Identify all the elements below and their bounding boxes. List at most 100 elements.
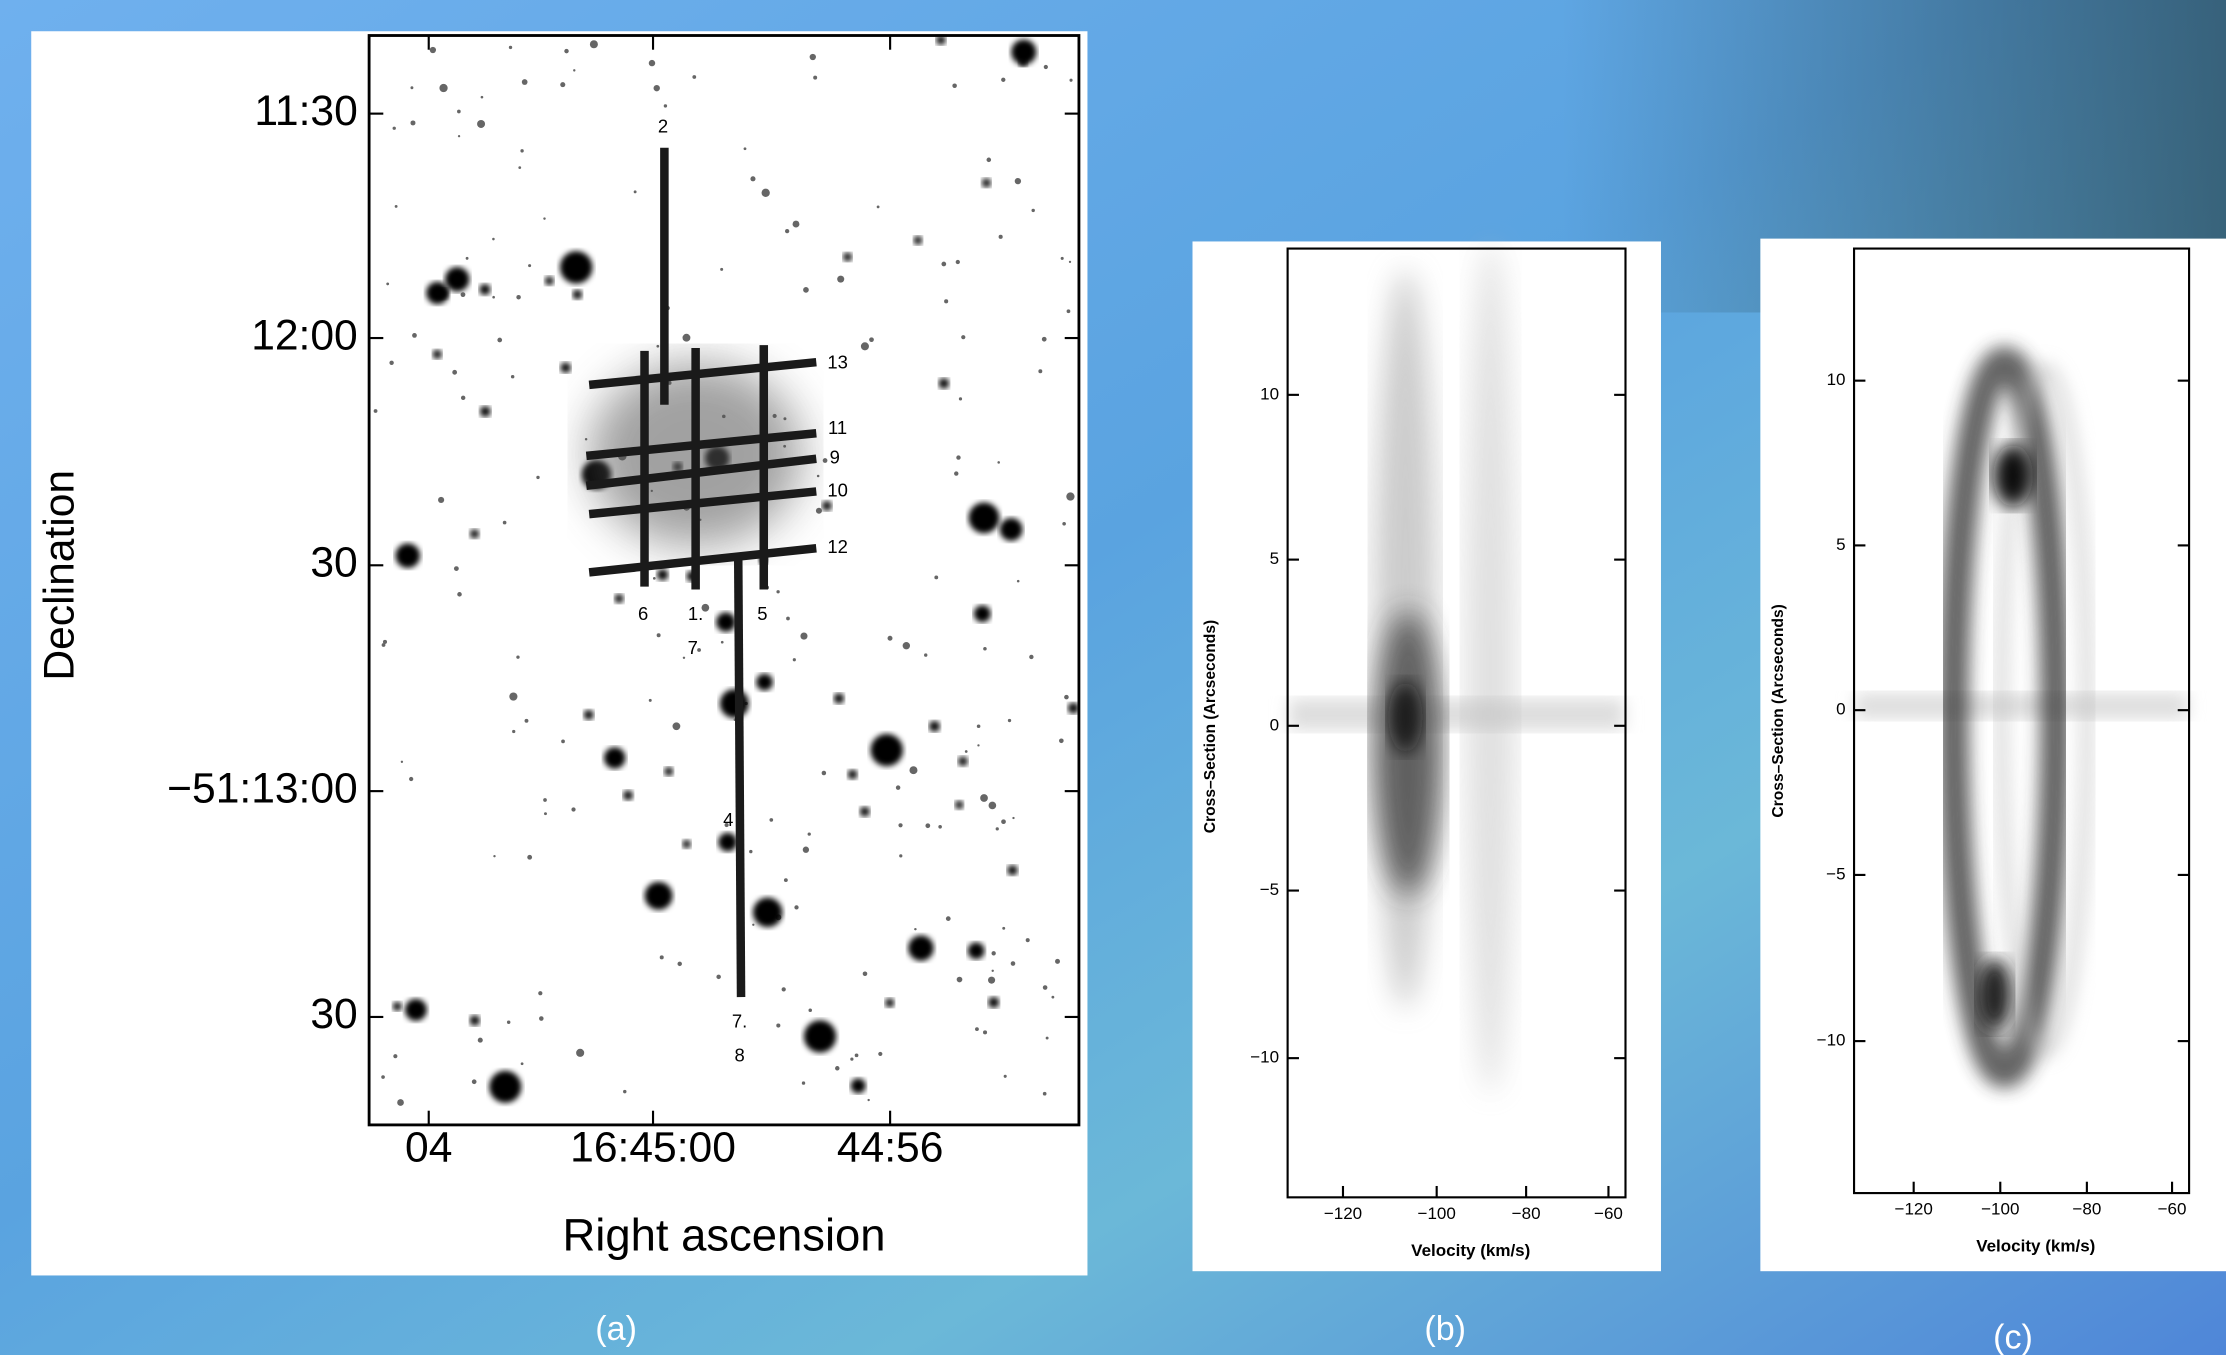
star [506, 1020, 511, 1024]
y-tick-label: 5 [1836, 535, 1845, 554]
x-tick-label: 44:56 [837, 1124, 944, 1172]
slit-label: 6 [638, 603, 648, 624]
star [543, 812, 547, 816]
star [412, 332, 417, 338]
star [524, 718, 529, 723]
caption: (a) [595, 1310, 637, 1348]
star [386, 282, 390, 286]
star [697, 648, 701, 652]
slit-label: 5 [757, 603, 767, 624]
y-tick-label: 0 [1270, 715, 1279, 734]
y-tick-label: 10 [1827, 370, 1846, 389]
star [956, 455, 961, 460]
star [954, 800, 964, 810]
star [400, 760, 404, 763]
star [452, 369, 458, 375]
y-tick-label: −10 [1250, 1048, 1279, 1067]
star [1007, 865, 1018, 876]
slits [585, 147, 817, 998]
star [410, 86, 414, 90]
star [382, 639, 388, 644]
star [961, 335, 966, 340]
star [520, 1062, 524, 1066]
star [682, 839, 691, 849]
star [677, 961, 682, 967]
star [988, 976, 996, 984]
star [1007, 718, 1012, 723]
star [480, 95, 484, 99]
emission [1465, 241, 1517, 1094]
star [716, 974, 721, 980]
star [952, 83, 957, 89]
star [898, 823, 903, 828]
slit-label: 10 [827, 479, 848, 500]
star [968, 502, 1000, 534]
x-tick-label: −80 [1512, 1204, 1541, 1223]
star [837, 275, 845, 283]
star [1038, 369, 1043, 374]
star [614, 593, 624, 604]
star [887, 635, 893, 641]
star [1011, 39, 1037, 65]
y-tick-label: 10 [1260, 384, 1279, 403]
knot [1993, 444, 2033, 508]
star [821, 770, 827, 776]
star [944, 299, 949, 304]
star [1069, 78, 1073, 82]
star [583, 709, 594, 720]
star [1041, 336, 1047, 342]
star [850, 1078, 866, 1094]
x-tick-label: −100 [1418, 1204, 1456, 1223]
star [395, 543, 421, 568]
star [878, 1051, 883, 1057]
star [833, 693, 845, 704]
star [769, 818, 774, 822]
star [973, 605, 991, 623]
star [652, 577, 656, 580]
star [1003, 1074, 1007, 1078]
x-axis-label: Velocity (km/s) [1976, 1237, 2095, 1256]
star [656, 633, 661, 638]
star [516, 294, 521, 300]
star [1001, 77, 1006, 82]
star [502, 520, 507, 525]
star [914, 927, 917, 931]
star [1051, 995, 1055, 999]
continuum [1855, 693, 2188, 719]
star [1066, 309, 1071, 314]
star [664, 766, 674, 776]
star [1068, 260, 1072, 264]
star [776, 1023, 781, 1028]
star [438, 496, 445, 504]
star [924, 653, 928, 657]
star [1042, 1091, 1047, 1096]
star [869, 337, 874, 343]
emission [1374, 610, 1443, 895]
star [991, 969, 994, 972]
star [1001, 819, 1006, 825]
star [816, 474, 820, 478]
image-frame [367, 34, 1081, 1127]
star [958, 397, 963, 401]
star [1031, 208, 1035, 213]
emission [1388, 681, 1423, 753]
star [867, 1098, 870, 1102]
star [672, 722, 681, 731]
slit-label: 7 [688, 637, 698, 658]
star [720, 267, 724, 271]
star [510, 374, 515, 379]
star [573, 69, 576, 72]
star [999, 518, 1023, 541]
star [1062, 522, 1066, 526]
y-tick-label: 0 [1836, 700, 1845, 719]
ring [1937, 346, 2072, 1088]
star [528, 264, 532, 268]
slit-label: 11 [828, 417, 847, 438]
star [477, 119, 486, 128]
star [843, 252, 853, 262]
star [1010, 961, 1016, 966]
star [913, 235, 923, 245]
x-tick-label: −120 [1895, 1200, 1933, 1219]
star [809, 53, 816, 61]
star [815, 507, 822, 514]
